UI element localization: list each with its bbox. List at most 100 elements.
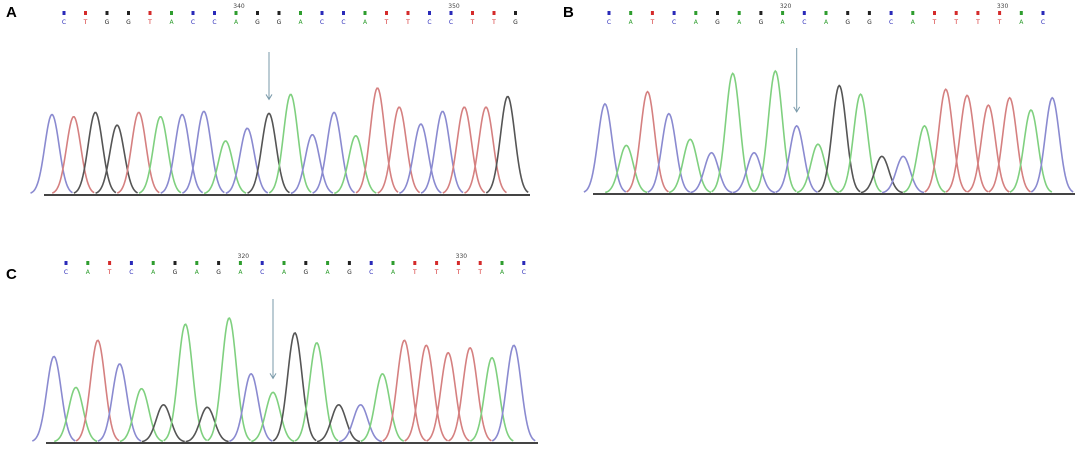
base-call-marker	[173, 261, 177, 265]
base-call-marker	[347, 261, 351, 265]
base-call-label: A	[911, 19, 916, 26]
base-call-marker	[84, 11, 87, 15]
base-call-marker	[304, 261, 308, 265]
base-call-label: C	[320, 19, 324, 26]
base-call-marker	[522, 261, 526, 265]
peak-A	[119, 387, 164, 443]
base-call-marker	[108, 261, 112, 265]
base-call-label: A	[824, 19, 829, 26]
base-call-label: T	[650, 19, 655, 26]
peak-C	[491, 344, 536, 442]
peak-C	[690, 151, 733, 194]
peak-A	[138, 116, 182, 194]
peak-G	[185, 406, 229, 443]
base-call-label: C	[522, 269, 526, 276]
base-call-label: T	[953, 19, 958, 26]
base-call-label: T	[932, 19, 937, 26]
base-call-marker	[449, 11, 453, 15]
peak-C	[338, 403, 383, 443]
base-call-marker	[933, 11, 936, 15]
peak-C	[1030, 96, 1074, 193]
chromatogram-a: C T G G T A C C A G G A C C A T T C C T T G 340 350	[30, 3, 530, 196]
base-call-label: C	[369, 269, 373, 276]
chromatogram-b: C A T C A G A G A C A G G C A T T T T A C 320 330	[583, 3, 1075, 195]
base-call-marker	[391, 261, 395, 265]
base-call-marker	[435, 261, 439, 265]
base-call-marker	[217, 261, 221, 265]
base-call-label: G	[277, 19, 282, 26]
panel-label-a: A	[6, 4, 17, 21]
base-call-marker	[471, 11, 474, 15]
peak-T	[988, 96, 1032, 193]
base-call-marker	[62, 11, 66, 15]
base-call-label: T	[107, 269, 112, 276]
base-call-label: A	[1019, 19, 1024, 26]
peak-C	[399, 123, 442, 194]
peak-G	[95, 124, 139, 194]
base-call-label: C	[802, 19, 806, 26]
position-label: 320	[780, 3, 792, 10]
peak-A	[268, 93, 312, 194]
peak-A	[753, 69, 797, 193]
base-call-marker	[129, 261, 133, 265]
base-call-label: C	[672, 19, 676, 26]
base-call-label: C	[191, 19, 195, 26]
peak-C	[312, 111, 356, 194]
base-call-label: A	[238, 269, 243, 276]
base-call-label: T	[456, 269, 461, 276]
base-call-marker	[195, 261, 199, 265]
peak-C	[225, 127, 269, 195]
base-call-marker	[781, 11, 785, 15]
base-call-marker	[824, 11, 828, 15]
base-call-label: G	[759, 19, 764, 26]
base-call-label: A	[500, 269, 505, 276]
base-call-label: C	[889, 19, 893, 26]
peak-A	[163, 323, 208, 442]
peak-T	[404, 344, 449, 442]
peak-A	[711, 72, 755, 193]
panel-label-c: C	[6, 266, 17, 283]
base-call-marker	[369, 261, 373, 265]
base-call-marker	[385, 11, 388, 15]
peak-A	[53, 386, 98, 443]
base-call-label: G	[845, 19, 850, 26]
peak-A	[360, 373, 405, 442]
chromatogram-c: C A T C A G A G A C A G A G C A T T T T A C 320 330	[32, 253, 538, 444]
base-call-label: C	[607, 19, 611, 26]
peak-T	[442, 106, 486, 194]
base-call-marker	[737, 11, 741, 15]
peak-C	[97, 363, 142, 442]
base-call-marker	[607, 11, 611, 15]
position-label: 330	[997, 3, 1009, 10]
peak-G	[272, 332, 317, 442]
peak-C	[30, 113, 73, 194]
peak-T	[51, 116, 95, 194]
base-call-marker	[492, 11, 496, 15]
peak-A	[668, 138, 712, 194]
peak-G	[247, 112, 290, 194]
base-call-label: T	[477, 269, 482, 276]
base-call-label: A	[391, 269, 396, 276]
variant-arrow	[269, 299, 277, 380]
base-call-marker	[998, 11, 1002, 15]
peak-A	[839, 93, 882, 193]
base-call-marker	[867, 11, 871, 15]
peak-G	[316, 403, 361, 443]
base-call-label: G	[513, 19, 518, 26]
peak-T	[426, 351, 470, 442]
base-call-marker	[234, 11, 238, 15]
base-call-label: C	[62, 19, 66, 26]
base-call-marker	[802, 11, 806, 15]
base-call-label: A	[234, 19, 239, 26]
base-call-label: A	[86, 269, 91, 276]
peak-C	[775, 124, 818, 194]
base-call-marker	[256, 11, 259, 15]
panel-label-b: B	[563, 4, 574, 21]
base-call-label: A	[326, 269, 331, 276]
base-call-marker	[299, 11, 302, 15]
base-call-label: C	[427, 19, 431, 26]
base-call-marker	[86, 261, 90, 265]
base-call-label: G	[173, 269, 178, 276]
base-call-label: G	[303, 269, 308, 276]
base-call-marker	[1041, 11, 1045, 15]
